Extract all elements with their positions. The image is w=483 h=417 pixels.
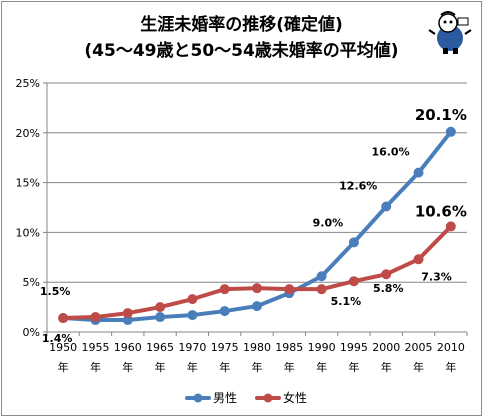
x-tick-label-unit: 年 [284, 360, 295, 374]
x-tick-label-unit: 年 [155, 360, 166, 374]
x-tick-label-unit: 年 [348, 360, 359, 374]
x-tick-label: 1985 [275, 341, 303, 354]
data-point [187, 294, 198, 305]
data-point [381, 201, 392, 212]
x-tick-label-unit: 年 [58, 360, 69, 374]
y-tick-label: 25% [16, 77, 40, 90]
data-label: 10.6% [415, 202, 467, 220]
x-tick-label-unit: 年 [187, 360, 198, 374]
legend-swatch-marker [263, 393, 273, 403]
data-point [348, 237, 359, 248]
data-point [445, 221, 456, 232]
data-point [90, 312, 101, 323]
data-point [316, 284, 327, 295]
legend-label: 男性 [213, 391, 237, 405]
data-label: 20.1% [415, 106, 467, 124]
legend-swatch-marker [193, 393, 203, 403]
data-point [413, 254, 424, 265]
data-point [219, 306, 230, 317]
x-tick-label: 1960 [114, 341, 142, 354]
x-tick-label-unit: 年 [381, 360, 392, 374]
data-point [252, 301, 262, 312]
mascot-icon [428, 11, 472, 54]
data-point [413, 167, 424, 178]
x-tick-label-unit: 年 [252, 360, 263, 374]
x-tick-label: 2000 [372, 341, 400, 354]
x-tick-label-unit: 年 [445, 360, 456, 374]
y-tick-label: 5% [23, 276, 40, 289]
x-tick-label-unit: 年 [90, 360, 101, 374]
data-label: 9.0% [313, 216, 344, 229]
x-tick-label: 1990 [308, 341, 336, 354]
x-tick-label: 1980 [243, 341, 271, 354]
x-tick-label: 2010 [437, 341, 465, 354]
data-point [348, 276, 359, 287]
data-label: 7.3% [421, 270, 452, 283]
data-label: 5.1% [331, 295, 362, 308]
data-point [284, 284, 295, 295]
x-tick-label: 1970 [178, 341, 206, 354]
x-tick-label-unit: 年 [413, 360, 424, 374]
chart-subtitle: (45～49歳と50～54歳未婚率の平均値) [84, 41, 399, 61]
x-tick-label: 1965 [146, 341, 174, 354]
data-point [155, 302, 166, 313]
data-point [219, 284, 230, 295]
x-tick-label: 2005 [405, 341, 433, 354]
x-tick-label: 1975 [211, 341, 239, 354]
y-tick-label: 20% [16, 127, 40, 140]
y-tick-label: 10% [16, 226, 40, 239]
chart-title: 生涯未婚率の推移(確定値) [140, 15, 343, 35]
x-tick-label-unit: 年 [316, 360, 327, 374]
x-tick-label-unit: 年 [219, 360, 230, 374]
x-tick-label: 1950 [49, 341, 77, 354]
y-tick-label: 15% [16, 177, 40, 190]
x-tick-label-unit: 年 [122, 360, 133, 374]
data-label: 1.5% [40, 285, 71, 298]
data-label: 12.6% [339, 180, 377, 193]
legend-label: 女性 [283, 390, 307, 405]
data-point [122, 308, 133, 319]
data-point [252, 283, 262, 294]
data-point [445, 126, 456, 137]
data-label: 1.4% [42, 332, 73, 345]
data-point [155, 312, 166, 323]
x-tick-label: 1995 [340, 341, 368, 354]
data-point [381, 269, 392, 280]
data-label: 16.0% [371, 146, 409, 159]
x-tick-label: 1955 [81, 341, 109, 354]
data-label: 5.8% [373, 282, 404, 295]
data-point [187, 310, 198, 321]
data-point [58, 313, 69, 324]
y-tick-label: 0% [23, 326, 40, 339]
data-point [316, 271, 327, 282]
